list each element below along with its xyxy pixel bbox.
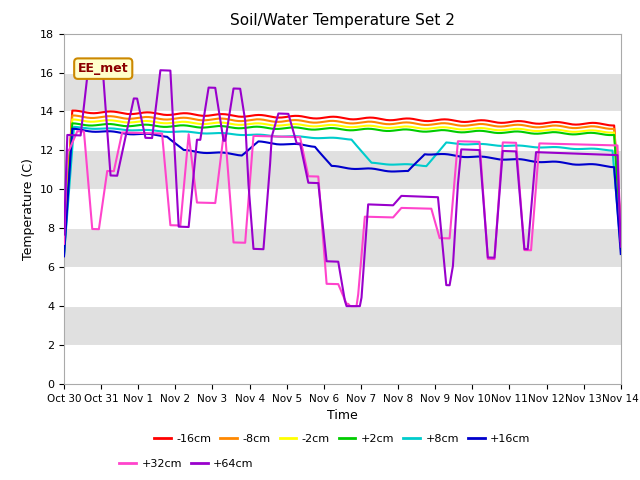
Bar [64, 189, 621, 228]
Bar [64, 306, 621, 345]
Bar [64, 267, 621, 306]
Bar [64, 34, 621, 72]
Legend: +32cm, +64cm: +32cm, +64cm [115, 454, 258, 473]
Bar [64, 150, 621, 189]
Title: Soil/Water Temperature Set 2: Soil/Water Temperature Set 2 [230, 13, 455, 28]
Text: EE_met: EE_met [78, 62, 129, 75]
Bar [64, 228, 621, 267]
Bar [64, 111, 621, 150]
X-axis label: Time: Time [327, 409, 358, 422]
Bar [64, 345, 621, 384]
Bar [64, 72, 621, 111]
Y-axis label: Temperature (C): Temperature (C) [22, 158, 35, 260]
